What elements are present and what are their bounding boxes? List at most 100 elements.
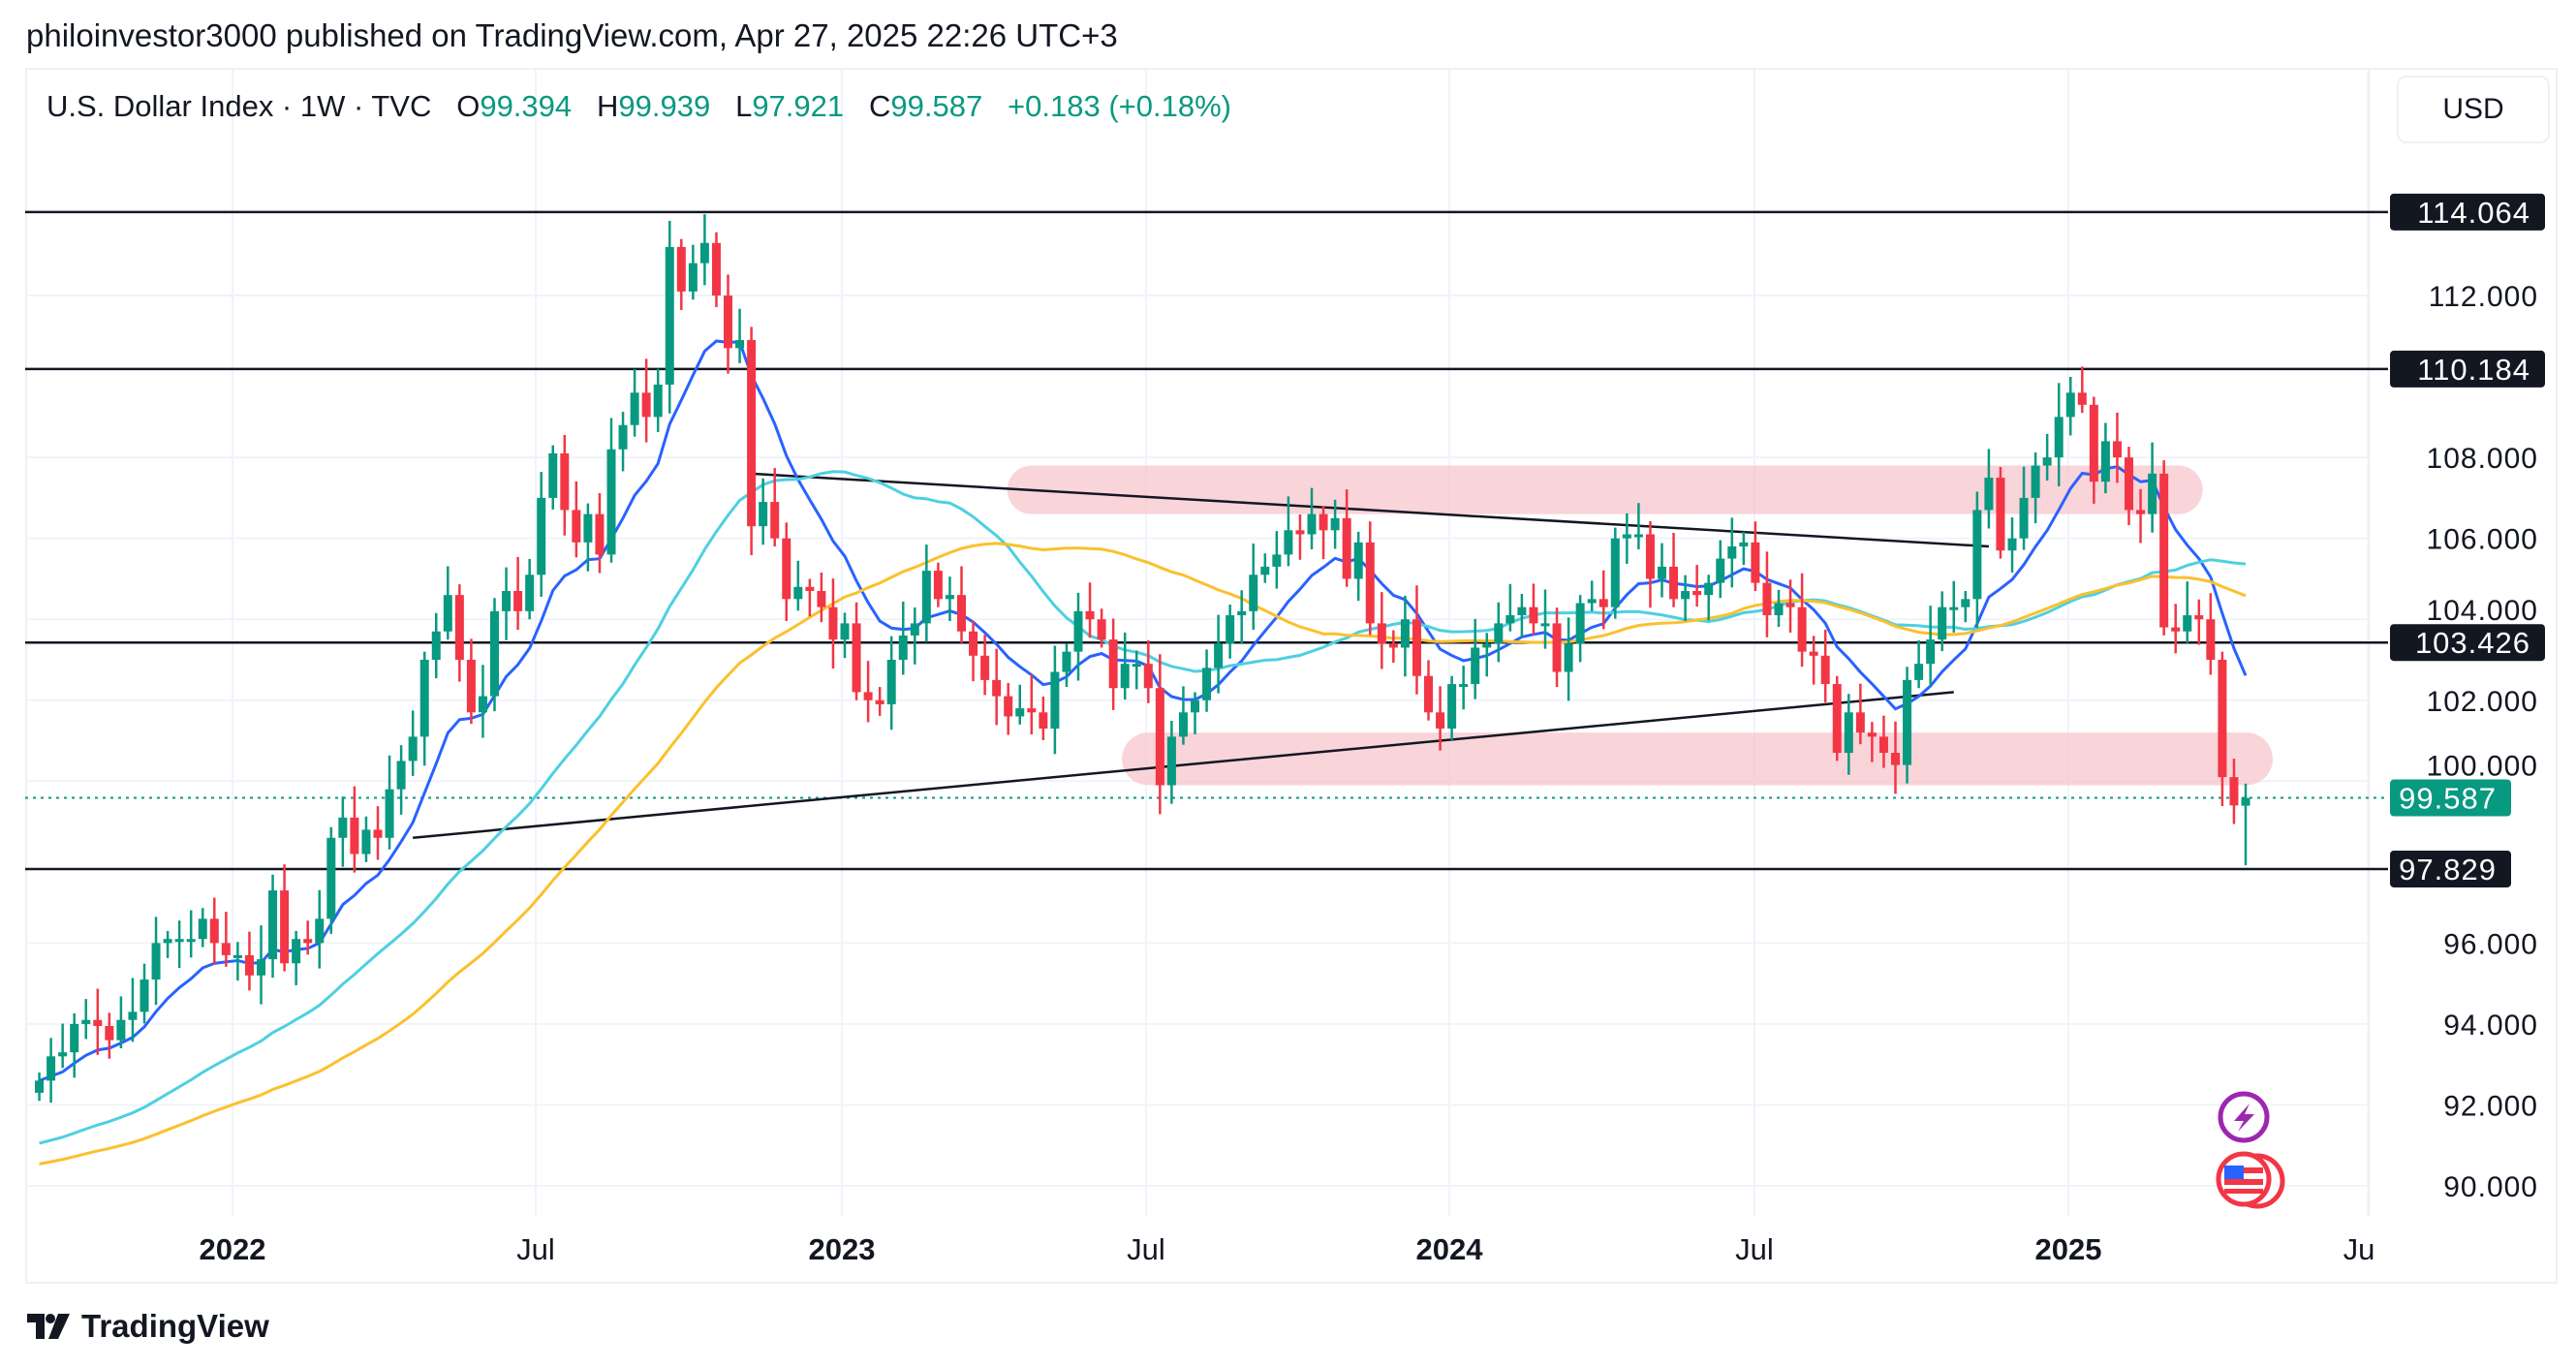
candle-body[interactable] — [665, 246, 674, 385]
candle-body[interactable] — [338, 817, 348, 838]
candle-body[interactable] — [537, 497, 546, 575]
candle-body[interactable] — [1050, 671, 1060, 729]
candle-body[interactable] — [1307, 513, 1317, 535]
candle-body[interactable] — [1926, 639, 1936, 665]
candle-body[interactable] — [828, 606, 838, 640]
candle-body[interactable] — [2065, 392, 2075, 418]
candle-body[interactable] — [1727, 546, 1737, 559]
candle-body[interactable] — [1587, 599, 1597, 604]
candle-body[interactable] — [1610, 538, 1620, 607]
candle-body[interactable] — [618, 424, 628, 450]
candle-body[interactable] — [1938, 606, 1947, 640]
candle-body[interactable] — [1658, 566, 1666, 579]
candle-body[interactable] — [1330, 517, 1340, 531]
candle-body[interactable] — [724, 295, 732, 349]
candle-body[interactable] — [1996, 478, 2005, 551]
candle-body[interactable] — [1097, 619, 1106, 640]
events-icons[interactable] — [2216, 1091, 2285, 1209]
candle-body[interactable] — [58, 1052, 68, 1057]
candle-body[interactable] — [595, 513, 605, 555]
candle-body[interactable] — [560, 452, 570, 511]
candle-body[interactable] — [1844, 712, 1853, 754]
candle-body[interactable] — [408, 736, 418, 762]
candle-body[interactable] — [886, 659, 896, 704]
candle-body[interactable] — [140, 979, 149, 1012]
candle-body[interactable] — [583, 513, 593, 543]
candle-body[interactable] — [1447, 684, 1457, 729]
candle-body[interactable] — [735, 340, 745, 349]
candle-body[interactable] — [1132, 664, 1141, 668]
candle-body[interactable] — [2077, 392, 2087, 405]
candle-body[interactable] — [1388, 643, 1398, 648]
candle-body[interactable] — [2229, 777, 2239, 806]
candle-body[interactable] — [969, 631, 978, 656]
candle-body[interactable] — [1143, 664, 1153, 689]
candle-body[interactable] — [1120, 664, 1130, 689]
candle-body[interactable] — [1855, 712, 1865, 733]
candle-body[interactable] — [221, 943, 231, 955]
candle-body[interactable] — [1645, 534, 1655, 579]
candle-body[interactable] — [1062, 651, 1071, 672]
candle-body[interactable] — [805, 586, 815, 591]
candle-body[interactable] — [443, 595, 452, 632]
candle-body[interactable] — [1797, 606, 1807, 652]
tradingview-logo[interactable]: TradingView — [27, 1308, 269, 1345]
candle-body[interactable] — [2183, 615, 2192, 632]
candle-body[interactable] — [2218, 659, 2227, 778]
candle-body[interactable] — [759, 502, 768, 527]
candle-body[interactable] — [1633, 534, 1643, 538]
highlight-zone[interactable] — [1007, 465, 2203, 514]
candle-body[interactable] — [2019, 497, 2029, 539]
candle-body[interactable] — [1015, 708, 1025, 717]
candle-body[interactable] — [81, 1019, 91, 1024]
candle-body[interactable] — [174, 939, 184, 943]
candle-body[interactable] — [198, 918, 207, 940]
candle-body[interactable] — [2089, 404, 2098, 482]
candle-body[interactable] — [454, 595, 464, 660]
candle-body[interactable] — [1540, 623, 1550, 627]
candle-body[interactable] — [1108, 639, 1118, 689]
candle-body[interactable] — [1166, 736, 1176, 786]
candle-body[interactable] — [1155, 688, 1164, 786]
candle-body[interactable] — [303, 939, 313, 944]
candle-body[interactable] — [1739, 542, 1749, 547]
candle-body[interactable] — [1622, 534, 1631, 539]
candle-body[interactable] — [1961, 599, 1971, 607]
candle-body[interactable] — [1529, 606, 1538, 624]
candle-body[interactable] — [163, 939, 172, 944]
candle-body[interactable] — [1436, 712, 1445, 729]
candle-body[interactable] — [1820, 655, 1830, 685]
candle-body[interactable] — [933, 571, 943, 600]
candle-body[interactable] — [350, 817, 359, 855]
candle-body[interactable] — [1482, 643, 1492, 648]
candle-body[interactable] — [151, 943, 161, 979]
candle-body[interactable] — [2042, 457, 2052, 466]
candle-body[interactable] — [1237, 610, 1247, 616]
candle-body[interactable] — [419, 659, 429, 737]
candle-body[interactable] — [840, 623, 850, 640]
candle-body[interactable] — [1295, 530, 1305, 535]
candle-body[interactable] — [1505, 615, 1515, 624]
candle-body[interactable] — [1716, 558, 1725, 583]
candle-body[interactable] — [688, 263, 698, 292]
candle-body[interactable] — [676, 246, 686, 292]
trend-line[interactable] — [751, 472, 1989, 548]
candle-body[interactable] — [1085, 610, 1095, 620]
candle-body[interactable] — [396, 761, 406, 790]
candle-body[interactable] — [2241, 797, 2250, 806]
candle-body[interactable] — [280, 890, 290, 964]
candle-body[interactable] — [1949, 606, 1959, 610]
candle-body[interactable] — [361, 829, 371, 855]
candle-body[interactable] — [2054, 417, 2064, 458]
candle-body[interactable] — [1867, 732, 1877, 737]
candle-body[interactable] — [572, 510, 581, 543]
candle-body[interactable] — [1178, 712, 1188, 737]
candle-body[interactable] — [2148, 473, 2157, 514]
candle-body[interactable] — [1459, 684, 1469, 688]
candle-body[interactable] — [921, 571, 931, 624]
candle-body[interactable] — [1039, 712, 1048, 729]
candle-body[interactable] — [128, 1011, 138, 1020]
candle-body[interactable] — [326, 837, 336, 919]
candle-body[interactable] — [699, 242, 709, 264]
candle-body[interactable] — [478, 696, 487, 713]
